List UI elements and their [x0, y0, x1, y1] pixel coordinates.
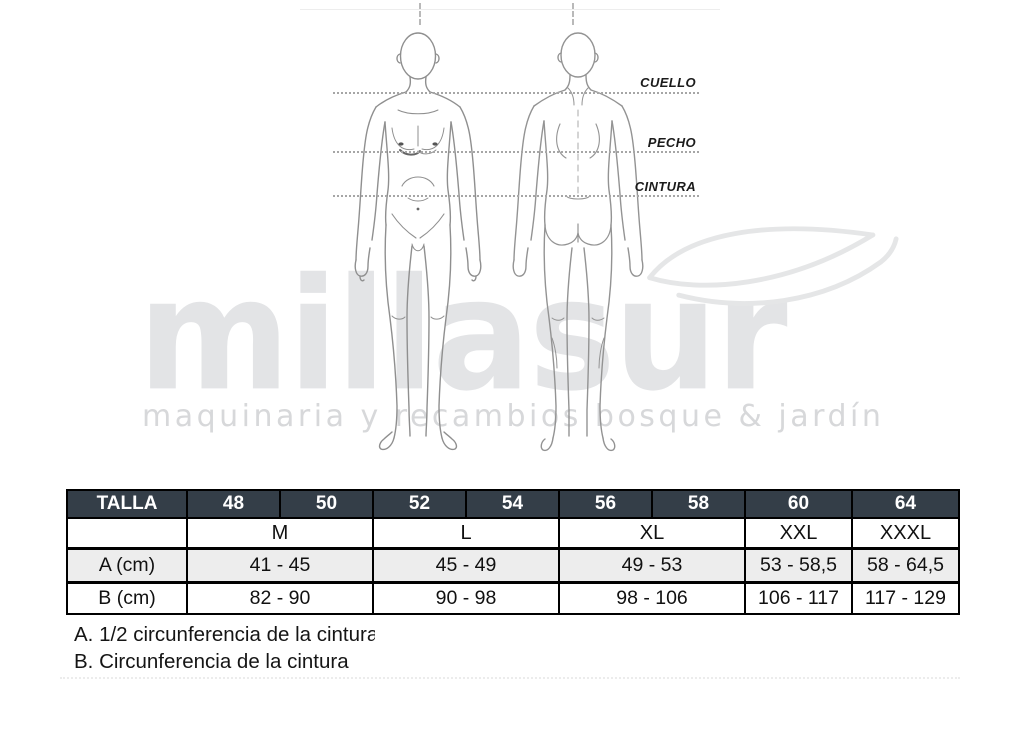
neck-label: CUELLO: [640, 75, 696, 90]
chest-measure-line: [333, 151, 699, 153]
b-l: 90 - 98: [372, 581, 560, 615]
b-xl: 98 - 106: [558, 581, 746, 615]
measure-a-row: A (cm) 41 - 45 45 - 49 49 - 53 53 - 58,5…: [66, 547, 960, 584]
waist-label: CINTURA: [634, 179, 696, 194]
a-xxl: 53 - 58,5: [744, 547, 853, 584]
group-empty-cell: [66, 517, 188, 550]
a-xl: 49 - 53: [558, 547, 746, 584]
a-l: 45 - 49: [372, 547, 560, 584]
group-l: L: [372, 517, 560, 550]
millasur-tagline-watermark: maquinaria y recambios bosque & jardín: [142, 399, 885, 434]
footnote-b: B. Circunferencia de la cintura: [74, 650, 349, 673]
header-54: 54: [465, 489, 560, 519]
a-xxxl: 58 - 64,5: [851, 547, 960, 584]
size-table: TALLA 48 50 52 54 56 58 60 64 M L XL XXL…: [66, 489, 960, 615]
measure-b-row: B (cm) 82 - 90 90 - 98 98 - 106 106 - 11…: [66, 581, 960, 615]
group-xxxl: XXXL: [851, 517, 960, 550]
header-64: 64: [851, 489, 960, 519]
row-a-label: A (cm): [66, 547, 188, 584]
faint-bottom-line: [60, 677, 960, 679]
header-52: 52: [372, 489, 467, 519]
faint-top-line: [300, 9, 720, 10]
header-56: 56: [558, 489, 653, 519]
chest-label: PECHO: [647, 135, 696, 150]
header-58: 58: [651, 489, 746, 519]
header-50: 50: [279, 489, 374, 519]
group-xxl: XXL: [744, 517, 853, 550]
b-xxxl: 117 - 129: [851, 581, 960, 615]
head-center-tick-front: [419, 3, 421, 25]
header-60: 60: [744, 489, 853, 519]
b-m: 82 - 90: [186, 581, 374, 615]
group-m: M: [186, 517, 374, 550]
leaf-icon: [647, 226, 899, 306]
head-center-tick-back: [572, 3, 574, 25]
group-xl: XL: [558, 517, 746, 550]
header-talla: TALLA: [66, 489, 188, 519]
waist-measure-line: [333, 195, 699, 197]
header-48: 48: [186, 489, 281, 519]
a-m: 41 - 45: [186, 547, 374, 584]
footnote-a: A. 1/2 circunferencia de la cintura: [74, 623, 375, 646]
b-xxl: 106 - 117: [744, 581, 853, 615]
size-group-row: M L XL XXL XXXL: [66, 517, 960, 550]
neck-measure-line: [333, 92, 699, 94]
table-header-row: TALLA 48 50 52 54 56 58 60 64: [66, 489, 960, 519]
row-b-label: B (cm): [66, 581, 188, 615]
